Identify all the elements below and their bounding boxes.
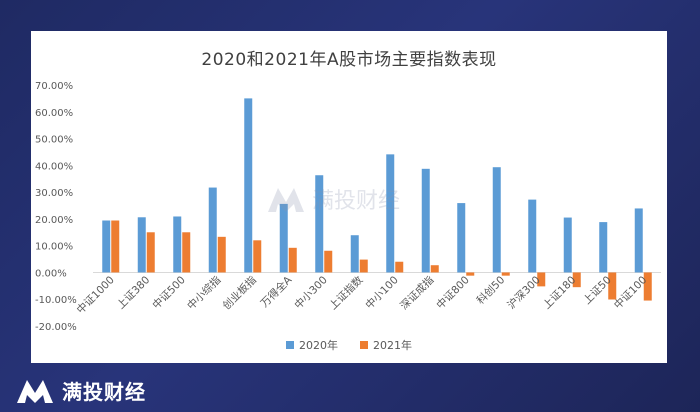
bar-2021 [466, 272, 475, 276]
bar-2021 [501, 272, 510, 276]
x-tick-label: 中小300 [292, 273, 330, 311]
chart-panel: 2020和2021年A股市场主要指数表现 -20.00% -10.00% 0.00%… [31, 31, 667, 363]
bar-2020 [279, 203, 288, 273]
bar-2021 [359, 259, 368, 273]
bar-2021 [395, 261, 404, 273]
brand-logo: 满投财经 [16, 376, 146, 405]
x-tick-label: 中小综指 [184, 273, 223, 312]
bar-2020 [386, 154, 395, 273]
bar-2020 [315, 175, 324, 273]
x-tick-label: 上证180 [541, 274, 579, 312]
brand-name: 满投财经 [62, 380, 146, 404]
bar-2021 [430, 265, 439, 273]
x-tick-label: 上证指数 [326, 273, 365, 312]
x-tick-label: 中证100 [611, 273, 649, 311]
bar-2020 [137, 217, 146, 273]
bar-2020 [528, 199, 537, 273]
brand-logo-icon [17, 379, 53, 403]
watermark-logo-icon [268, 188, 304, 212]
bar-2021 [217, 236, 226, 273]
bar-2020 [599, 222, 608, 273]
legend-label-2021: 2021年 [373, 339, 412, 352]
y-tick-label: 60.00% [35, 108, 73, 119]
x-tick-label: 万得全A [258, 273, 295, 310]
bar-2021 [182, 232, 191, 273]
bar-2020 [244, 98, 253, 273]
y-tick-label: 70.00% [35, 81, 73, 92]
watermark: 满投财经 [266, 183, 400, 215]
bar-2020 [350, 235, 359, 273]
bar-2020 [634, 208, 643, 273]
legend-item-2021: 2021年 [360, 337, 412, 353]
legend-label-2020: 2020年 [299, 339, 338, 352]
y-tick-label: 30.00% [35, 188, 73, 199]
x-tick-label: 中证1000 [74, 273, 117, 316]
y-tick-label: 10.00% [35, 242, 73, 253]
bar-2021 [288, 247, 297, 273]
bar-2020 [173, 216, 182, 273]
x-tick-label: 创业板指 [220, 273, 259, 312]
x-tick-label: 上证380 [115, 274, 153, 312]
bar-2020 [457, 203, 466, 273]
chart-legend: 2020年 2021年 [31, 337, 667, 353]
x-tick-label: 中证800 [434, 273, 472, 311]
legend-item-2020: 2020年 [286, 337, 338, 353]
watermark-text: 满投财经 [312, 189, 401, 214]
y-tick-label: 40.00% [35, 161, 73, 172]
bar-2020 [208, 187, 217, 273]
x-tick-label: 沪深300 [505, 273, 543, 311]
legend-swatch-2020 [286, 341, 294, 349]
y-tick-label: -10.00% [35, 295, 77, 306]
x-tick-label: 中小100 [363, 273, 401, 311]
x-tick-label: 深证成指 [397, 273, 436, 312]
bar-2020 [421, 168, 430, 273]
bar-2021 [111, 220, 120, 273]
bar-2020 [492, 167, 501, 273]
bar-2021 [643, 272, 652, 301]
bar-2020 [563, 217, 572, 273]
bar-2021 [146, 232, 155, 273]
bar-2020 [102, 220, 111, 273]
x-tick-label: 科创50 [474, 273, 507, 306]
bar-2021 [253, 240, 262, 273]
chart-title: 2020和2021年A股市场主要指数表现 [201, 50, 497, 70]
bar-2021 [572, 272, 581, 288]
bar-2021 [608, 272, 617, 300]
bar-2021 [324, 250, 333, 273]
y-tick-label: -20.00% [35, 322, 77, 333]
y-tick-label: 20.00% [35, 215, 73, 226]
y-tick-label: 0.00% [35, 268, 67, 279]
y-tick-label: 50.00% [35, 135, 73, 146]
chart-plot-area: -20.00% -10.00% 0.00% 10.00% 20.00% 30.00% 40.… [35, 81, 661, 333]
x-tick-label: 中证500 [150, 273, 188, 311]
legend-swatch-2021 [360, 341, 368, 349]
bar-2021 [537, 272, 546, 287]
